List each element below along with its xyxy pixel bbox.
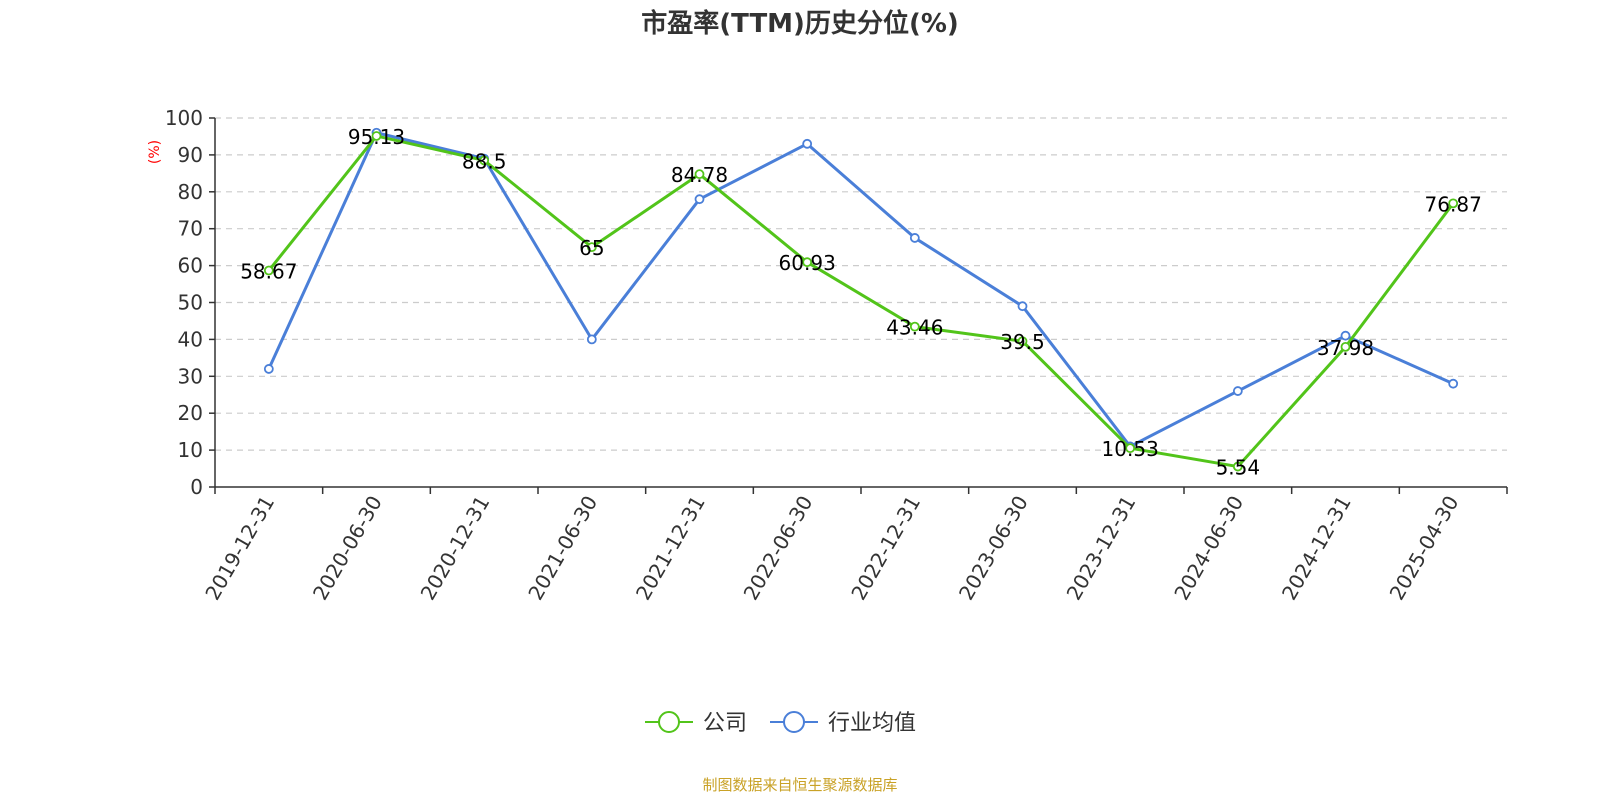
x-tick-label: 2025-04-30: [1385, 492, 1464, 605]
x-tick-label: 2022-06-30: [739, 492, 818, 605]
axes: [214, 118, 1507, 488]
series-line-0: [267, 134, 1455, 469]
series-line-1: [267, 131, 1454, 448]
data-point: [909, 321, 920, 332]
y-tick-label: 30: [178, 364, 203, 388]
y-tick-label: 20: [178, 401, 203, 425]
data-label: 84.78: [671, 163, 728, 187]
data-label: 5.54: [1216, 456, 1261, 480]
data-point: [1017, 336, 1028, 347]
x-axis-ticks: 2019-12-31 2020-06-30 2020-12-31 2021-06-30…: [200, 487, 1508, 605]
data-label: 37.98: [1317, 336, 1374, 360]
data-label: 65: [579, 236, 604, 260]
x-tick-label: 2020-12-31: [416, 491, 495, 604]
x-tick-label: 2020-06-30: [308, 492, 387, 605]
data-point: [1017, 301, 1028, 312]
data-label: 60.93: [779, 251, 836, 275]
y-axis-ticks: 0 10 20 30 40 50 60 70 80 90 100: [165, 106, 215, 499]
y-tick-label: 70: [178, 217, 203, 241]
y-tick-label: 40: [178, 327, 203, 351]
grid-lines: [215, 117, 1507, 451]
x-tick-label: 2021-12-31: [631, 492, 710, 605]
data-label: 39.5: [1000, 330, 1045, 354]
x-tick-label: 2022-12-31: [846, 491, 925, 604]
x-tick-label: 2024-12-31: [1277, 492, 1356, 605]
data-point: [1340, 330, 1351, 341]
y-tick-label: 100: [165, 106, 203, 130]
y-tick-label: 60: [178, 254, 203, 278]
data-point: [694, 169, 705, 180]
data-label: 88.5: [462, 149, 507, 173]
legend-label: 行业均值: [828, 711, 916, 736]
data-point: [802, 138, 813, 149]
source-note: 制图数据来自恒生聚源数据库: [702, 776, 897, 794]
data-point: [1232, 461, 1243, 472]
y-tick-label: 50: [178, 291, 203, 315]
data-label: 58.67: [240, 260, 297, 284]
y-tick-label: 90: [178, 143, 203, 167]
y-tick-label: 0: [190, 475, 203, 499]
data-point: [802, 257, 813, 268]
data-point: [371, 131, 382, 141]
legend-item-1[interactable]: 行业均值: [770, 711, 916, 736]
legend-label: 公司: [703, 711, 747, 736]
legend-item-0[interactable]: 公司: [645, 711, 747, 736]
x-tick-label: 2023-06-30: [954, 492, 1033, 605]
legend-swatch-marker: [783, 711, 805, 733]
data-point: [1232, 386, 1243, 396]
data-labels: 58.67 95.13 88.5 65 84.78 60.93 43.46 39.5 10.53…: [240, 125, 1482, 480]
x-tick-label: 2024-06-30: [1169, 492, 1248, 605]
data-label: 10.53: [1102, 437, 1159, 461]
series-layer: [263, 127, 1459, 472]
x-tick-label: 2019-12-31: [200, 492, 279, 605]
y-axis-label: (%): [147, 140, 163, 164]
data-point: [1448, 378, 1459, 389]
data-point: [1340, 341, 1351, 352]
data-point: [263, 364, 274, 374]
data-label: 95.13: [348, 125, 405, 149]
legend-swatch-marker: [658, 711, 680, 733]
data-label: 43.46: [886, 316, 943, 340]
data-point: [586, 334, 597, 345]
x-tick-label: 2021-06-30: [523, 492, 602, 605]
data-point: [263, 265, 274, 276]
data-point: [1125, 443, 1136, 454]
chart-title: 市盈率(TTM)历史分位(%): [641, 8, 959, 39]
data-point: [909, 233, 920, 243]
data-point: [586, 242, 597, 253]
data-point: [479, 155, 490, 166]
data-point: [694, 194, 705, 205]
y-tick-label: 80: [178, 180, 203, 204]
x-tick-label: 2023-12-31: [1062, 492, 1141, 605]
legend[interactable]: 公司 行业均值: [645, 711, 916, 736]
data-label: 76.87: [1425, 192, 1482, 216]
y-tick-label: 10: [178, 438, 203, 462]
data-point: [1448, 198, 1459, 209]
